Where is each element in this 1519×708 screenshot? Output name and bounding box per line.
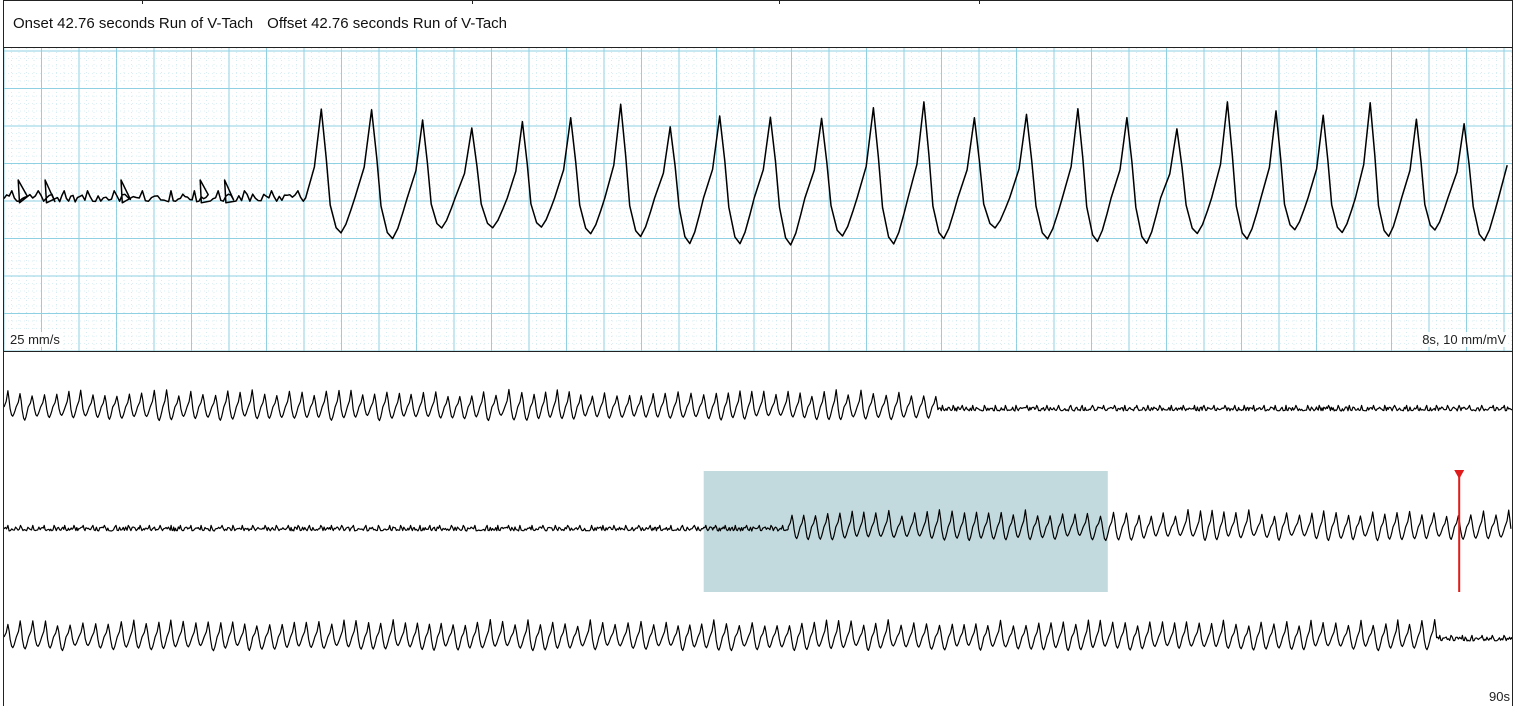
strip-scale-label: 8s, 10 mm/mV [1420, 332, 1508, 347]
overview-trace-row-2 [4, 509, 1512, 542]
offset-text: Offset 42.76 seconds Run of V-Tach [267, 15, 508, 32]
cursor-triangle-icon[interactable] [1454, 470, 1465, 479]
ecg-grid [4, 48, 1512, 351]
event-header: Onset 42.76 seconds Run of V-Tach Offset … [3, 0, 1513, 48]
ecg-trace [4, 101, 1508, 246]
header-tick [472, 0, 473, 4]
overview-trace-row-1 [4, 388, 1512, 422]
onset-text: Onset 42.76 seconds Run of V-Tach [13, 15, 254, 32]
ecg-strip-chart[interactable] [4, 48, 1512, 351]
header-tick [779, 0, 780, 4]
paper-speed-label: 25 mm/s [8, 332, 62, 347]
overview-duration-label: 90s [1489, 689, 1510, 704]
header-tick [142, 0, 143, 4]
event-title: Onset 42.76 seconds Run of V-Tach Offset … [13, 15, 507, 32]
selection-window[interactable] [703, 471, 1108, 592]
overview-trace-row-3 [4, 619, 1512, 652]
overview-panel[interactable]: 90s [4, 352, 1512, 706]
time-cursor[interactable] [1454, 470, 1465, 592]
header-tick [979, 0, 980, 4]
ecg-strip[interactable]: 25 mm/s 8s, 10 mm/mV [4, 48, 1512, 352]
overview-chart[interactable] [4, 352, 1512, 706]
